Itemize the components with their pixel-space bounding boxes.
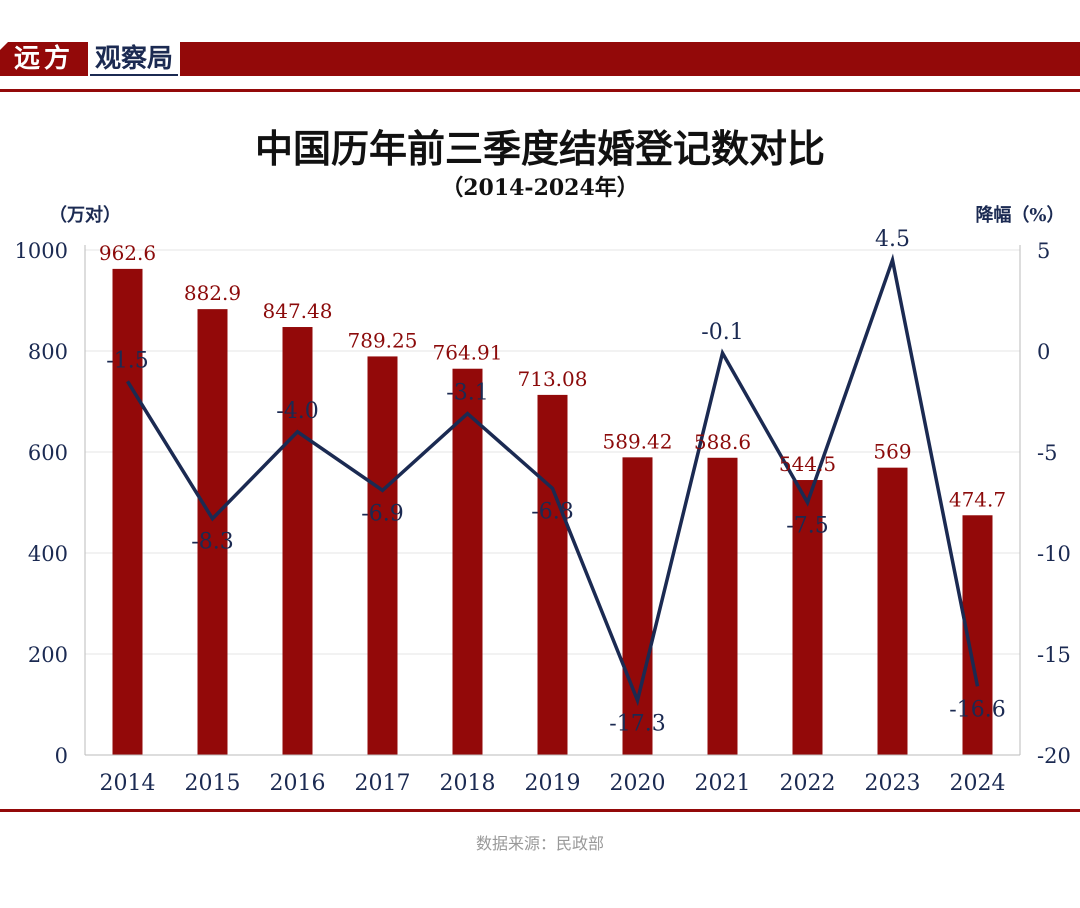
source-note: 数据来源：民政部	[475, 834, 604, 853]
bar-value-label: 882.9	[184, 281, 241, 305]
bar	[282, 327, 313, 755]
bar	[877, 467, 908, 755]
x-tick-label: 2024	[950, 771, 1006, 796]
left-tick-label: 200	[28, 643, 68, 667]
left-tick-label: 800	[28, 340, 68, 364]
bar-value-label: 764.91	[433, 341, 503, 365]
right-tick-label: 5	[1037, 239, 1050, 263]
bar-value-label: 589.42	[603, 429, 673, 453]
right-axis-label: 降幅（%）	[975, 204, 1064, 226]
left-tick-label: 400	[28, 542, 68, 566]
line-value-label: -8.3	[191, 530, 233, 555]
right-tick-label: -20	[1037, 744, 1071, 768]
right-tick-label: -5	[1037, 441, 1057, 465]
bar-value-label: 789.25	[348, 328, 418, 352]
right-tick-label: -15	[1037, 643, 1071, 667]
chart-title: 中国历年前三季度结婚登记数对比	[254, 126, 825, 171]
line-value-label: -3.1	[446, 381, 488, 406]
top-divider	[0, 89, 1080, 92]
x-tick-label: 2018	[440, 771, 496, 796]
bar	[367, 356, 398, 755]
chart-subtitle: （2014-2024年）	[441, 175, 639, 201]
brand-left: 远方	[0, 42, 88, 76]
line-value-label: -4.0	[276, 399, 318, 424]
left-tick-label: 600	[28, 441, 68, 465]
brand-right: 观察局	[90, 42, 178, 76]
right-tick-label: -10	[1037, 542, 1071, 566]
bar	[112, 268, 143, 755]
bar	[537, 394, 568, 755]
left-tick-label: 1000	[15, 239, 68, 263]
x-tick-label: 2023	[865, 771, 921, 796]
bar	[622, 457, 653, 755]
header-bar	[180, 42, 1080, 76]
bar-value-label: 569	[873, 440, 911, 464]
right-tick-label: 0	[1037, 340, 1050, 364]
bar-value-label: 474.7	[949, 487, 1006, 511]
brand-header: 远方 观察局	[0, 42, 1080, 76]
bar-value-label: 544.5	[779, 452, 836, 476]
line-value-label: -7.5	[786, 514, 828, 539]
x-tick-label: 2014	[100, 771, 156, 796]
x-tick-label: 2020	[610, 771, 666, 796]
line-value-label: -17.3	[609, 711, 665, 736]
x-tick-label: 2017	[355, 771, 411, 796]
bar-value-label: 962.6	[99, 241, 156, 265]
x-tick-label: 2022	[780, 771, 836, 796]
x-tick-label: 2016	[270, 771, 326, 796]
bar	[197, 309, 228, 755]
left-tick-label: 0	[55, 744, 68, 768]
line-value-label: -6.8	[531, 499, 573, 524]
left-axis-label: （万对）	[49, 204, 121, 226]
bar-value-label: 713.08	[518, 367, 588, 391]
line-value-label: -6.9	[361, 501, 403, 526]
x-tick-label: 2021	[695, 771, 751, 796]
bar	[707, 457, 738, 755]
bottom-divider	[0, 809, 1080, 812]
line-value-label: -0.1	[701, 320, 743, 345]
x-tick-label: 2019	[525, 771, 581, 796]
bar-value-label: 588.6	[694, 430, 751, 454]
line-value-label: -16.6	[949, 697, 1005, 722]
line-value-label: -1.5	[106, 348, 148, 373]
bar-value-label: 847.48	[263, 299, 333, 323]
bar	[792, 480, 823, 755]
bar	[452, 368, 483, 755]
line-value-label: 4.5	[875, 227, 910, 252]
x-tick-label: 2015	[185, 771, 241, 796]
